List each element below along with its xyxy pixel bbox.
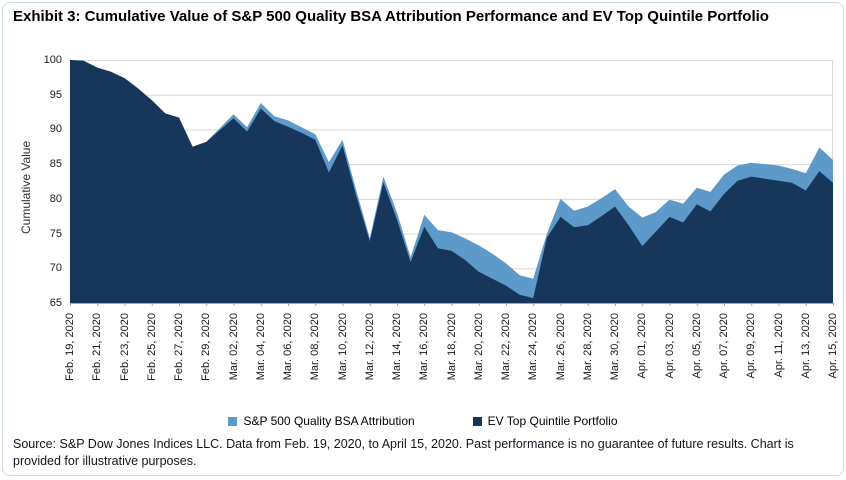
y-tick-label-80: 80 [49, 192, 62, 205]
chart-legend: S&P 500 Quality BSA Attribution EV Top Q… [0, 414, 846, 428]
x-tick-label: Mar. 10, 2020 [336, 313, 349, 381]
x-tick-label: Mar. 22, 2020 [500, 313, 512, 381]
source-text: Source: S&P Dow Jones Indices LLC. Data … [13, 437, 794, 468]
x-tick-label: Mar. 16, 2020 [418, 313, 431, 381]
x-tick-label: Apr. 03, 2020 [663, 313, 676, 379]
chart-title: Exhibit 3: Cumulative Value of S&P 500 Q… [13, 8, 769, 25]
x-tick-label: Feb. 19, 2020 [64, 313, 76, 381]
x-tick-label: Apr. 07, 2020 [718, 313, 730, 379]
x-tick-label: Mar. 18, 2020 [445, 313, 458, 381]
x-tick-label: Mar. 20, 2020 [472, 313, 485, 381]
x-tick-label: Mar. 30, 2020 [609, 313, 621, 381]
area-chart-plot [70, 60, 834, 306]
y-tick-label-65: 65 [49, 297, 62, 309]
y-tick-label-85: 85 [49, 158, 62, 171]
y-tick-label-75: 75 [49, 227, 62, 240]
x-tick-label: Apr. 09, 2020 [745, 313, 758, 379]
x-tick-label: Feb. 23, 2020 [118, 313, 131, 381]
legend-swatch-dark-navy [472, 416, 482, 426]
legend-label: EV Top Quintile Portfolio [487, 414, 618, 428]
x-tick-label: Feb. 21, 2020 [91, 313, 104, 381]
x-tick-label: Mar. 26, 2020 [554, 313, 567, 381]
series-area-ev-top-quintile-portfolio [70, 60, 833, 303]
legend-label: S&P 500 Quality BSA Attribution [243, 414, 415, 428]
x-tick-label: Mar. 06, 2020 [282, 313, 294, 381]
legend-item-ev-top-quintile: EV Top Quintile Portfolio [472, 414, 618, 428]
y-tick-label-90: 90 [49, 123, 62, 136]
x-tick-label: Apr. 05, 2020 [690, 313, 703, 379]
x-tick-label: Mar. 02, 2020 [227, 313, 240, 381]
y-tick-label-100: 100 [43, 54, 62, 66]
x-tick-label: Mar. 12, 2020 [363, 313, 376, 381]
x-tick-label: Apr. 13, 2020 [799, 313, 812, 379]
x-tick-label: Mar. 28, 2020 [581, 313, 594, 381]
x-tick-label: Mar. 14, 2020 [391, 313, 403, 381]
x-tick-label: Apr. 15, 2020 [827, 313, 839, 379]
x-tick-label: Mar. 04, 2020 [254, 313, 267, 381]
x-tick-label: Feb. 25, 2020 [145, 313, 158, 381]
x-tick-label: Apr. 11, 2020 [772, 313, 785, 378]
y-axis-title: Cumulative Value [19, 140, 33, 234]
y-tick-label-95: 95 [49, 88, 62, 101]
x-tick-label: Feb. 27, 2020 [173, 313, 185, 381]
x-tick-label: Mar. 24, 2020 [527, 313, 540, 381]
y-tick-label-70: 70 [49, 262, 62, 275]
x-tick-label: Mar. 08, 2020 [309, 313, 322, 381]
x-tick-label: Apr. 01, 2020 [636, 313, 649, 379]
legend-item-sp500-quality-bsa: S&P 500 Quality BSA Attribution [228, 414, 415, 428]
legend-swatch-light-blue [228, 416, 238, 426]
x-tick-label: Feb. 29, 2020 [200, 313, 213, 381]
